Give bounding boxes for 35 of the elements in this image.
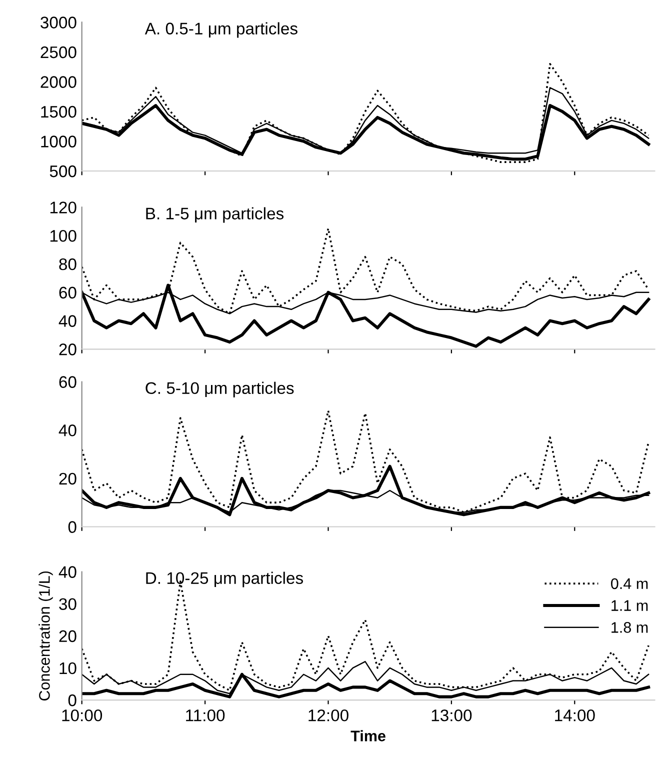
y-tick-label: 3000 bbox=[40, 16, 76, 28]
y-tick-label: 40 bbox=[58, 315, 76, 327]
y-tick-label: 1500 bbox=[41, 106, 76, 118]
y-tick-label: 100 bbox=[50, 230, 76, 242]
y-axis-title: Concentration (1/L) bbox=[38, 571, 53, 700]
chart-title: D. 10-25 μm particles bbox=[146, 572, 303, 588]
x-tick-label: 11:00 bbox=[186, 709, 225, 722]
y-tick-label: 1000 bbox=[41, 136, 76, 148]
y-tick-label: 80 bbox=[59, 258, 76, 270]
y-tick-label: 0 bbox=[68, 521, 76, 533]
y-tick-label: 60 bbox=[59, 376, 76, 388]
y-tick-label: 2000 bbox=[40, 76, 76, 88]
y-tick-label: 30 bbox=[59, 598, 76, 610]
y-tick-label: 40 bbox=[58, 424, 76, 436]
x-tick-label: 12:00 bbox=[308, 709, 348, 722]
y-tick-label: 500 bbox=[50, 165, 76, 178]
chart-title: A. 0.5-1 μm particles bbox=[144, 22, 298, 38]
y-tick-label: 20 bbox=[59, 344, 76, 356]
y-tick-label: 20 bbox=[59, 630, 76, 642]
y-tick-label: 40 bbox=[58, 566, 76, 578]
legend-label: 1.8 m bbox=[612, 622, 648, 633]
y-tick-label: 0 bbox=[68, 694, 76, 706]
x-tick-label: 10:00 bbox=[62, 709, 102, 722]
y-tick-label: 120 bbox=[50, 202, 76, 214]
x-axis-title: Time bbox=[350, 730, 386, 742]
y-tick-label: 60 bbox=[59, 286, 76, 299]
y-tick-label: 10 bbox=[60, 662, 76, 674]
legend-label: 1.1 m bbox=[612, 600, 648, 611]
chart-title: B. 1-5 μm particles bbox=[146, 207, 284, 223]
x-tick-label: 14:00 bbox=[555, 709, 595, 722]
y-tick-label: 20 bbox=[59, 472, 76, 485]
legend-label: 0.4 m bbox=[611, 578, 648, 590]
x-tick-label: 13:00 bbox=[432, 709, 472, 722]
y-tick-label: 2500 bbox=[40, 46, 76, 58]
chart-title: C. 5-10 μm particles bbox=[146, 382, 294, 398]
